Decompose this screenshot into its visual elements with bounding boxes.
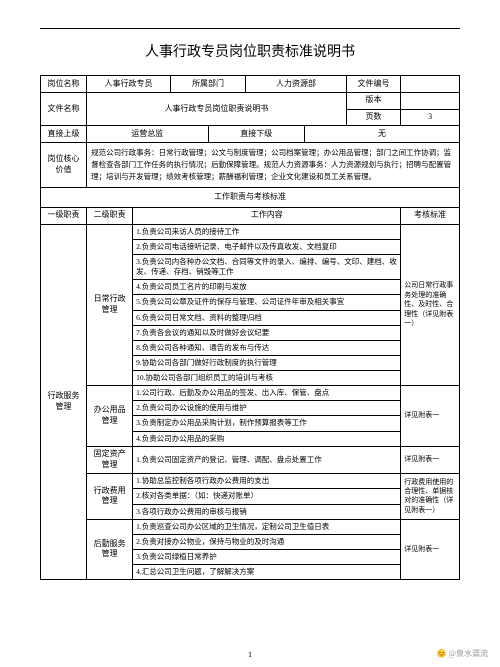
l2-asset: 固定资产管理	[87, 446, 133, 474]
logistics-item: 3.负责公司绿植日常养护	[133, 549, 401, 564]
th-content: 工作内容	[133, 207, 401, 224]
value-position: 人事行政专员	[87, 76, 171, 93]
value-version	[401, 92, 460, 109]
logistics-assess: 详见附表一	[401, 519, 460, 580]
daily-item: 1.负责公司来访人员的接待工作	[133, 224, 401, 239]
daily-item: 9.协助公司各部门做好行政制度的执行管理	[133, 355, 401, 370]
label-position: 岗位名称	[41, 76, 87, 93]
value-pages: 3	[401, 109, 460, 126]
office-assess: 详见附表一	[401, 386, 460, 447]
daily-item: 10.协助公司各部门组织员工的培训与考核	[133, 371, 401, 386]
l1-admin: 行政服务管理	[41, 224, 87, 579]
daily-item: 6.负责公司日常文档、资料的整理归档	[133, 310, 401, 325]
watermark: 😊 @泉水潺流	[437, 648, 488, 659]
expense-item: 3.各项行政办公费用的审核与报销	[133, 504, 401, 519]
value-docnum	[401, 76, 460, 93]
office-item: 3.负责制定办公用品采购计划，制作预算报表等工作	[133, 416, 401, 431]
document-title: 人事行政专员岗位职责标准说明书	[40, 41, 460, 61]
expense-item: 2.核对各类单据：（如：快递对账单）	[133, 489, 401, 504]
value-subordinate: 无	[304, 126, 459, 143]
label-subordinate: 直接下级	[208, 126, 304, 143]
daily-assess: 公司日常行政事务处理的准确性、及时性、合理性（详见附表一）	[401, 224, 460, 385]
label-pages: 页数	[346, 109, 400, 126]
daily-item: 4.负责公司员工名片的印刷与发放	[133, 280, 401, 295]
l2-logistics: 后勤服务管理	[87, 519, 133, 580]
expense-item: 1.协助总监控制各项行政办公费用的支出	[133, 474, 401, 489]
logistics-item: 4.汇总公司卫生问题，了解解决方案	[133, 565, 401, 580]
label-core-value: 岗位核心价值	[41, 143, 87, 188]
label-filename: 文件名称	[41, 92, 87, 126]
l2-office: 办公用品管理	[87, 386, 133, 447]
th-assess: 考核标准	[401, 207, 460, 224]
section-title: 工作职责与考核标准	[41, 188, 460, 208]
daily-item: 2.负责公司电话接听记录、电子邮件以及传真收发、文档复印	[133, 239, 401, 254]
l2-expense: 行政费用管理	[87, 474, 133, 519]
spec-table: 岗位名称 人事行政专员 所属部门 人力资源部 文件编号 文件名称 人事行政专员岗…	[40, 75, 460, 580]
value-core-value: 规范公司行政事务：日常行政管理；公文与制度管理；公司档案管理；办公用品管理；部门…	[87, 143, 460, 188]
label-dept: 所属部门	[170, 76, 245, 93]
label-supervisor: 直接上级	[41, 126, 87, 143]
office-item: 4.负责公司办公用品的采购	[133, 431, 401, 446]
l2-daily: 日常行政管理	[87, 224, 133, 385]
daily-item: 5.负责公司公章及证件的保存与管理、公司证件年审及相关事宜	[133, 295, 401, 310]
page-number: 1	[0, 650, 500, 659]
label-docnum: 文件编号	[346, 76, 400, 93]
th-l2: 二级职责	[87, 207, 133, 224]
daily-item: 8.负责公司各种通知、通告的发布与传达	[133, 340, 401, 355]
label-version: 版本	[346, 92, 400, 109]
expense-assess: 行政费用使用的合理性、单据核对的准确性（详见附表一）	[401, 474, 460, 519]
office-item: 1.公司行政、后勤及办公用品的签发、出入库、保管、盘点	[133, 386, 401, 401]
office-item: 2.负责公司办公设施的使用与维护	[133, 401, 401, 416]
logistics-item: 1.负责巡查公司办公区域的卫生情况，定制公司卫生值日表	[133, 519, 401, 534]
daily-item: 7.负责各会议的通知以及时做好会议纪要	[133, 325, 401, 340]
asset-item: 1.负责公司固定资产的登记、管理、调配、盘点处置工作	[133, 446, 401, 474]
asset-assess: 详见附表一	[401, 446, 460, 474]
daily-item: 3.负责公司内各种办公文档、合同等文件的录入、编排、编号、文印、建档、收发、传递…	[133, 255, 401, 280]
value-dept: 人力资源部	[246, 76, 347, 93]
th-l1: 一级职责	[41, 207, 87, 224]
value-filename: 人事行政专员岗位职责说明书	[87, 92, 347, 126]
logistics-item: 2.负责对接办公物业，保持与物业的及时沟通	[133, 534, 401, 549]
value-supervisor: 运营总监	[87, 126, 208, 143]
